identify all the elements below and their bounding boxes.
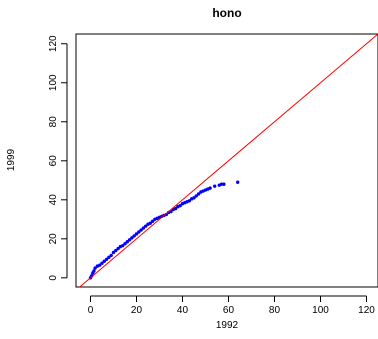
data-point bbox=[143, 224, 148, 228]
x-tick-label: 80 bbox=[269, 305, 281, 316]
data-points bbox=[88, 180, 240, 280]
data-point bbox=[114, 248, 118, 253]
data-point bbox=[97, 263, 102, 267]
y-axis-label: 1999 bbox=[6, 148, 17, 171]
x-tick-label: 40 bbox=[177, 305, 189, 316]
data-point bbox=[148, 221, 152, 225]
data-point bbox=[130, 236, 134, 240]
data-point bbox=[100, 261, 104, 265]
data-point bbox=[116, 246, 120, 251]
data-point bbox=[125, 240, 129, 244]
data-point bbox=[137, 230, 141, 234]
data-point bbox=[102, 259, 106, 263]
data-point bbox=[194, 194, 198, 198]
data-point bbox=[127, 238, 132, 242]
data-point bbox=[192, 196, 196, 200]
x-tick-label: 60 bbox=[223, 305, 235, 316]
data-point bbox=[104, 257, 109, 262]
y-axis: 0 20 40 60 80 100 120 bbox=[48, 35, 68, 281]
y-tick-label: 60 bbox=[48, 155, 59, 167]
data-point bbox=[107, 255, 111, 260]
y-tick-label: 40 bbox=[48, 194, 59, 206]
data-point bbox=[150, 219, 155, 223]
data-point bbox=[139, 228, 143, 232]
y-tick-label: 100 bbox=[48, 74, 59, 91]
data-point bbox=[173, 206, 178, 211]
data-point bbox=[109, 253, 113, 258]
data-point bbox=[235, 180, 240, 184]
identity-line bbox=[79, 33, 378, 288]
data-point bbox=[222, 182, 226, 186]
data-point bbox=[132, 234, 136, 238]
data-point bbox=[196, 192, 201, 196]
y-tick-label: 80 bbox=[48, 116, 59, 128]
data-point bbox=[120, 243, 125, 248]
data-point bbox=[111, 250, 116, 255]
data-point bbox=[141, 226, 146, 230]
plot-area bbox=[75, 33, 378, 288]
y-tick-label: 120 bbox=[48, 35, 59, 52]
x-tick-label: 0 bbox=[88, 305, 94, 316]
y-tick-label: 0 bbox=[48, 275, 59, 281]
data-point bbox=[178, 203, 182, 208]
data-point bbox=[93, 266, 97, 270]
x-tick-label: 120 bbox=[358, 305, 375, 316]
x-tick-label: 100 bbox=[312, 305, 329, 316]
data-point bbox=[134, 232, 139, 236]
x-tick-label: 20 bbox=[131, 305, 143, 316]
data-point bbox=[123, 241, 127, 246]
data-point bbox=[208, 186, 212, 190]
x-axis-label: 1992 bbox=[216, 320, 239, 331]
data-point bbox=[212, 184, 217, 188]
x-axis: 0 20 40 60 80 100 120 bbox=[88, 295, 375, 316]
y-tick-label: 20 bbox=[48, 233, 59, 245]
chart-title: hono bbox=[212, 6, 241, 20]
data-point bbox=[187, 199, 192, 203]
data-point bbox=[92, 269, 96, 273]
